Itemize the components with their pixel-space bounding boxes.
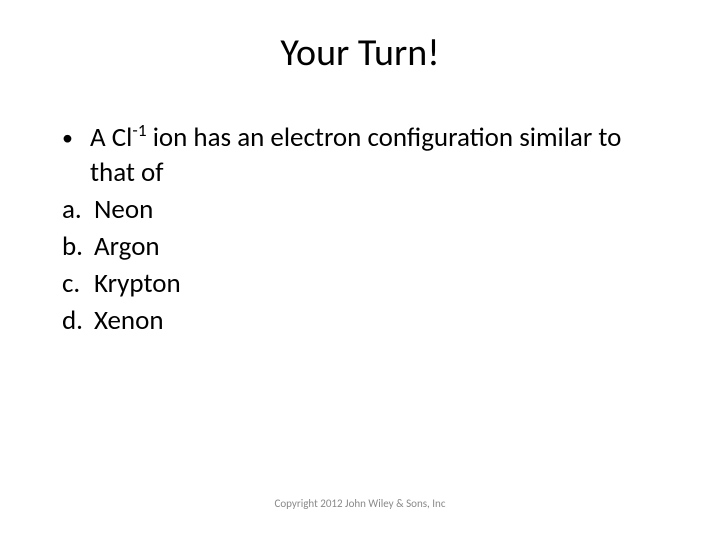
option-text-d: Xenon (94, 303, 164, 338)
question-row: • A Cl-1 ion has an electron configurati… (62, 120, 672, 190)
question-stem: A Cl-1 ion has an electron configuration… (90, 120, 672, 190)
option-label-b: b. (62, 229, 94, 264)
page-title: Your Turn! (48, 30, 672, 76)
bullet-icon: • (62, 120, 90, 155)
option-label-a: a. (62, 192, 94, 227)
option-label-d: d. (62, 303, 94, 338)
option-text-c: Krypton (94, 266, 181, 301)
option-text-a: Neon (94, 192, 153, 227)
slide: Your Turn! • A Cl-1 ion has an electron … (0, 0, 720, 540)
option-label-c: c. (62, 266, 94, 301)
slide-body: • A Cl-1 ion has an electron configurati… (48, 120, 672, 339)
copyright-footer: Copyright 2012 John Wiley & Sons, Inc (0, 497, 720, 510)
option-d: d. Xenon (62, 303, 672, 338)
question-suffix: ion has an electron configuration simila… (90, 121, 621, 189)
option-text-b: Argon (94, 229, 160, 264)
option-c: c. Krypton (62, 266, 672, 301)
option-a: a. Neon (62, 192, 672, 227)
question-prefix: A Cl (90, 121, 132, 154)
question-superscript: -1 (132, 119, 146, 141)
option-b: b. Argon (62, 229, 672, 264)
